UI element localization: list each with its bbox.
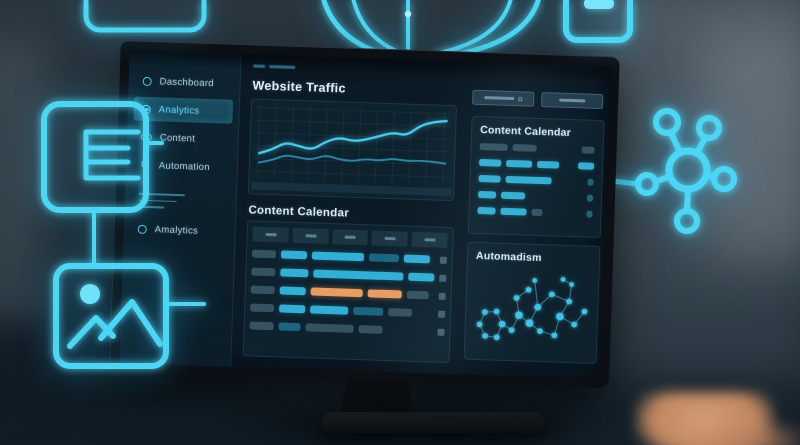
traffic-chart-panel[interactable] (247, 98, 458, 202)
network-node (581, 308, 588, 315)
automation-panel[interactable]: Automadism (463, 241, 601, 364)
right-column: Content Calendar Automadism (459, 62, 610, 380)
network-node (555, 312, 564, 321)
network-node (532, 278, 538, 283)
main-content: Website Traffic Content Calendar (231, 54, 469, 374)
network-node (551, 332, 558, 339)
network-node (515, 311, 523, 319)
network-node (566, 298, 573, 305)
network-node (493, 308, 500, 315)
automation-network-graph (476, 277, 588, 341)
traffic-line-chart (251, 105, 452, 197)
card-outline-icon (83, 0, 207, 33)
network-node (548, 291, 555, 298)
network-node (534, 303, 542, 311)
network-node (536, 328, 543, 334)
network-node (481, 309, 488, 315)
network-node (560, 277, 566, 282)
network-node (493, 334, 500, 341)
badge-icon (563, 0, 633, 43)
network-node (513, 295, 520, 301)
network-node (476, 321, 483, 328)
network-hub-icon (635, 108, 737, 234)
network-node (571, 321, 578, 328)
image-icon (53, 263, 206, 369)
network-node (569, 282, 575, 287)
monitor-stand-base (322, 412, 544, 433)
network-node (508, 327, 515, 334)
document-icon (41, 101, 164, 268)
network-node (525, 286, 532, 293)
network-node (525, 319, 534, 327)
network-node (482, 333, 489, 339)
chart-series-traffic-primary (257, 119, 448, 155)
chart-series-traffic-secondary (257, 154, 447, 165)
monitor-bezel: Daschboard Analytics Content ⚙ Automation Ama… (108, 40, 620, 389)
network-node (498, 320, 506, 328)
monitor-screen: Daschboard Analytics Content ⚙ Automation Ama… (119, 50, 611, 380)
